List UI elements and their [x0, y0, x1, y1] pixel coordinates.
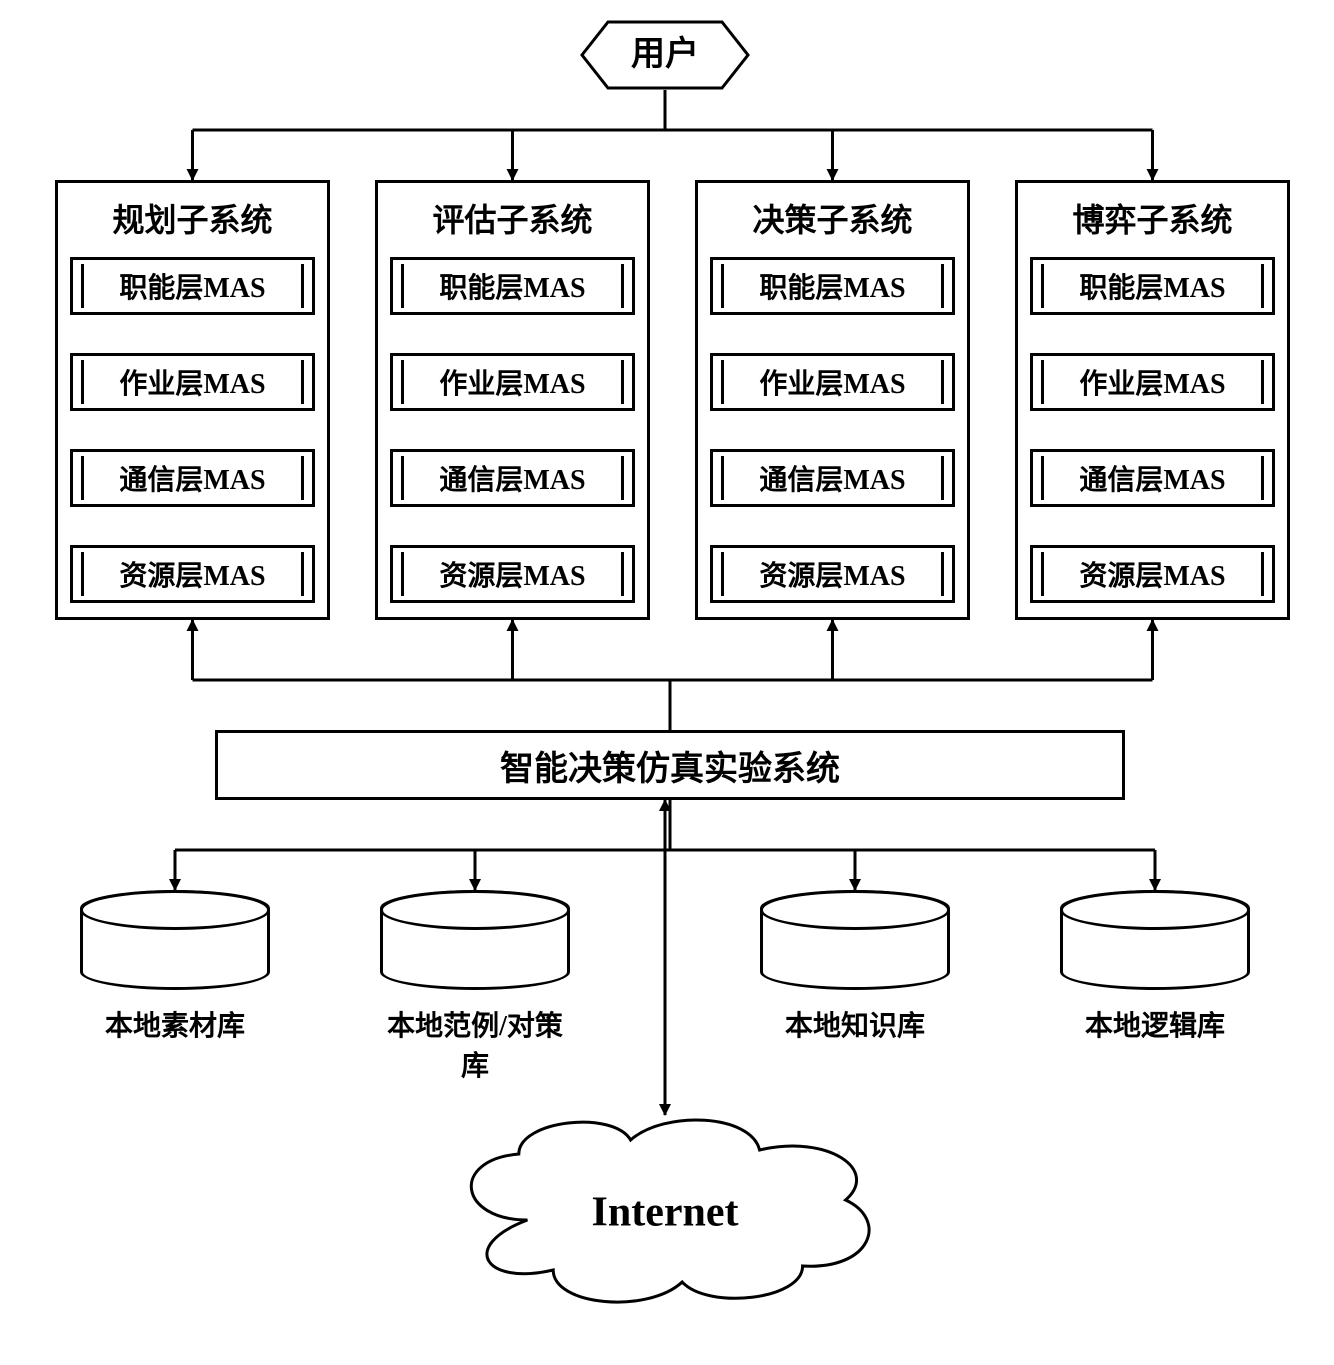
mas-layer-item: 职能层MAS: [710, 257, 955, 315]
subsystem-box: 博弈子系统职能层MAS 作业层MAS 通信层MAS 资源层MAS: [1015, 180, 1290, 620]
mas-layer-item: 资源层MAS: [390, 545, 635, 603]
simulation-system-label: 智能决策仿真实验系统: [500, 741, 840, 790]
mas-layer-item: 作业层MAS: [710, 353, 955, 411]
database-label: 本地知识库: [760, 1004, 950, 1044]
database-label: 本地范例/对策库: [380, 1004, 570, 1084]
svg-text:用户: 用户: [631, 35, 699, 73]
subsystem-box: 评估子系统职能层MAS 作业层MAS 通信层MAS 资源层MAS: [375, 180, 650, 620]
mas-layer-item: 通信层MAS: [390, 449, 635, 507]
mas-layer-item: 资源层MAS: [710, 545, 955, 603]
mas-layer-item: 通信层MAS: [1030, 449, 1275, 507]
subsystem-title: 评估子系统: [390, 195, 635, 241]
mas-layer-item: 作业层MAS: [1030, 353, 1275, 411]
database-cylinder: 本地逻辑库: [1060, 890, 1250, 1044]
database-label: 本地素材库: [80, 1004, 270, 1044]
internet-cloud: Internet: [450, 1110, 880, 1310]
database-cylinder: 本地知识库: [760, 890, 950, 1044]
subsystem-box: 规划子系统职能层MAS 作业层MAS 通信层MAS 资源层MAS: [55, 180, 330, 620]
mas-layer-item: 通信层MAS: [70, 449, 315, 507]
simulation-system-box: 智能决策仿真实验系统: [215, 730, 1125, 800]
subsystem-box: 决策子系统职能层MAS 作业层MAS 通信层MAS 资源层MAS: [695, 180, 970, 620]
subsystem-title: 决策子系统: [710, 195, 955, 241]
subsystem-title: 规划子系统: [70, 195, 315, 241]
database-label: 本地逻辑库: [1060, 1004, 1250, 1044]
mas-layer-item: 资源层MAS: [70, 545, 315, 603]
svg-text:Internet: Internet: [592, 1190, 739, 1236]
mas-layer-item: 职能层MAS: [390, 257, 635, 315]
mas-layer-item: 作业层MAS: [70, 353, 315, 411]
mas-layer-item: 资源层MAS: [1030, 545, 1275, 603]
mas-layer-item: 通信层MAS: [710, 449, 955, 507]
mas-layer-item: 职能层MAS: [70, 257, 315, 315]
mas-layer-item: 职能层MAS: [1030, 257, 1275, 315]
mas-layer-item: 作业层MAS: [390, 353, 635, 411]
subsystem-title: 博弈子系统: [1030, 195, 1275, 241]
user-node: 用户: [580, 20, 750, 90]
database-cylinder: 本地范例/对策库: [380, 890, 570, 1084]
architecture-diagram: 用户 规划子系统职能层MAS作业层MAS通信层MAS资源层MAS评估子系统职能层…: [20, 20, 1314, 1345]
database-cylinder: 本地素材库: [80, 890, 270, 1044]
